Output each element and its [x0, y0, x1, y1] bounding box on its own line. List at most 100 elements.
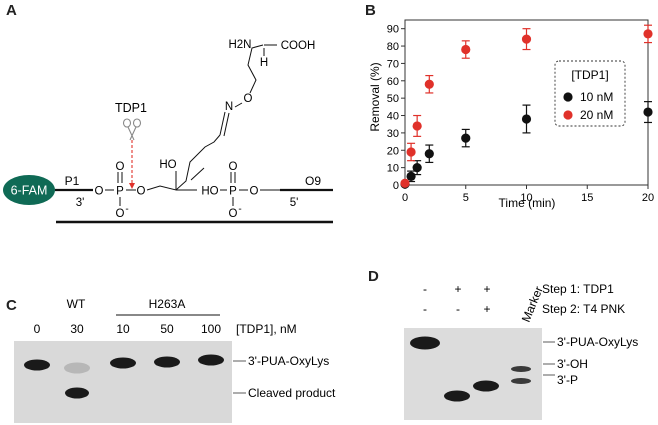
tdp1-label: TDP1: [115, 101, 147, 115]
o-right-top: O: [229, 161, 238, 173]
step2-mark: -: [423, 302, 427, 316]
conc-unit: [TDP1], nM: [236, 322, 297, 336]
ho-label: HO: [159, 159, 176, 171]
conc-label: 50: [160, 322, 174, 336]
x-tick-label: 0: [402, 192, 408, 204]
panel-c-letter: C: [6, 297, 17, 314]
panel-d-gel-figure: - + + - - + Step 1: TDP1 Step 2: T4 PNK Mark…: [404, 282, 638, 420]
ho-right-label: HO: [201, 186, 218, 198]
conc-label: 30: [70, 322, 84, 336]
p-left: P: [116, 186, 124, 198]
alkene-double: [190, 167, 205, 181]
marker-band-3oh: [511, 366, 531, 372]
y-tick-label: 50: [387, 93, 399, 105]
step2-mark: +: [483, 302, 490, 316]
legend-marker: [563, 92, 573, 102]
p-right: P: [229, 186, 237, 198]
data-point-black: [412, 163, 422, 173]
data-point-black: [406, 171, 416, 181]
y-tick-label: 20: [387, 145, 399, 157]
panel-d-letter: D: [368, 268, 379, 285]
h-label: H: [260, 57, 268, 69]
y-tick-label: 0: [393, 180, 399, 192]
data-point-black: [461, 133, 471, 143]
y-axis-label: Removal (%): [368, 62, 382, 131]
gel-band-upper: [110, 357, 136, 369]
step2-mark: -: [456, 302, 460, 316]
gel-band-upper: [64, 362, 90, 374]
bond-n-o: [234, 102, 243, 108]
panel-a-letter: A: [6, 2, 17, 19]
y-tick-label: 30: [387, 128, 399, 140]
gel-band-3p: [444, 390, 470, 402]
sugar-chain: [146, 134, 221, 191]
oxime-c-n-2: [223, 112, 230, 137]
gel-band-cleaved: [65, 387, 89, 399]
step1-mark: +: [483, 282, 490, 296]
band-upper-label: 3'-PUA-OxyLys: [248, 354, 329, 368]
gel-band-upper: [24, 359, 50, 371]
gel-band-upper: [154, 356, 180, 368]
cleavage-arrowhead: [129, 183, 135, 189]
o-right-ester: O: [250, 186, 259, 198]
conc-label: 0: [34, 322, 41, 336]
h2n-label: H2N: [228, 39, 251, 51]
p1-end-label: 3': [76, 197, 85, 209]
legend-entry: 20 nM: [580, 108, 613, 122]
gel-c: [14, 341, 232, 423]
gel-band-3oh: [473, 380, 499, 392]
n-label: N: [225, 101, 233, 113]
data-point-black: [521, 114, 532, 124]
panel-c-gel-figure: WT H263A 0 30 10 50 100 [TDP1], nM 3'-PUA-Ox…: [14, 297, 336, 423]
header-wt: WT: [67, 297, 86, 311]
step1-mark: -: [423, 282, 427, 296]
y-tick-label: 80: [387, 41, 399, 53]
lysine-chain: [247, 44, 264, 94]
data-point-black: [643, 107, 653, 117]
data-point-red: [424, 79, 434, 89]
gel-band-pua: [410, 336, 440, 350]
data-point-black: [424, 149, 434, 159]
x-tick-label: 5: [463, 192, 469, 204]
o9-end-label: 5': [290, 197, 299, 209]
step1-label: Step 1: TDP1: [542, 282, 614, 296]
y-tick-label: 90: [387, 24, 399, 36]
scissors-icon: [122, 118, 142, 141]
band3-label: 3'-P: [557, 373, 578, 387]
x-axis-label: Time (min): [499, 196, 556, 210]
header-mut: H263A: [149, 297, 186, 311]
x-tick-label: 20: [642, 192, 654, 204]
y-tick-label: 40: [387, 111, 399, 123]
o-left-bridge: O: [95, 186, 104, 198]
minus-right: -: [238, 204, 241, 215]
legend-box: [554, 60, 626, 127]
fam-label: 6-FAM: [11, 184, 48, 198]
conc-label: 100: [201, 322, 221, 336]
band1-label: 3'-PUA-OxyLys: [557, 335, 638, 349]
o7-label: O7: [181, 229, 197, 230]
gel-band-upper: [198, 354, 224, 366]
data-point-red: [643, 29, 653, 39]
step2-label: Step 2: T4 PNK: [542, 302, 625, 316]
o-link-label: O: [244, 93, 253, 105]
o9-label: O9: [305, 174, 321, 188]
data-point-red: [521, 34, 532, 44]
data-point-red: [461, 44, 471, 55]
legend-marker: [563, 110, 573, 120]
p1-label: P1: [65, 174, 80, 188]
cooh-label: COOH: [281, 40, 316, 52]
panel-b-letter: B: [365, 2, 376, 19]
o-left-ester: O: [137, 186, 146, 198]
o-neg-right: O: [229, 208, 238, 220]
y-tick-label: 60: [387, 76, 399, 88]
legend-entry: 10 nM: [580, 90, 613, 104]
x-tick-label: 10: [520, 192, 532, 204]
band2-label: 3'-OH: [557, 357, 588, 371]
y-tick-label: 70: [387, 58, 399, 70]
conc-label: 10: [116, 322, 130, 336]
data-point-red: [400, 178, 410, 188]
panel-a-scheme: 6-FAM P1 3' O9 5' O7 O P O O - O HO N O …: [3, 39, 333, 230]
minus-left: -: [125, 204, 128, 215]
x-tick-label: 15: [581, 192, 593, 204]
